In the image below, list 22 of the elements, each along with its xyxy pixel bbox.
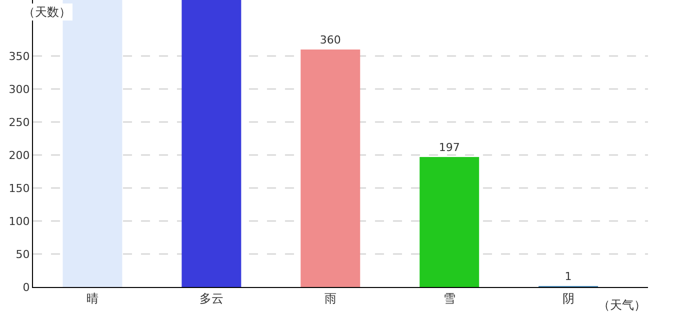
y-axis-title: （天数） xyxy=(23,5,71,19)
data-label: 1 xyxy=(564,270,572,283)
data-label: 360 xyxy=(320,33,341,46)
x-axis-title: （天气） xyxy=(598,298,646,312)
y-tick-label: 100 xyxy=(8,214,30,228)
y-tick-label: 200 xyxy=(8,148,30,162)
x-tick-label: 阴 xyxy=(562,291,574,306)
x-tick-label: 晴 xyxy=(86,291,98,306)
y-tick-label: 150 xyxy=(8,182,30,195)
x-tick-label: 多云 xyxy=(199,291,224,306)
x-tick-label: 雨 xyxy=(324,291,336,306)
bar xyxy=(300,49,360,287)
y-tick-label: 300 xyxy=(8,82,30,96)
y-tick-label: 50 xyxy=(16,248,30,261)
bar xyxy=(420,157,480,287)
bar xyxy=(62,0,122,287)
y-tick-label: 350 xyxy=(8,50,30,63)
bar xyxy=(182,0,242,287)
y-tick-label: 0 xyxy=(22,280,30,294)
y-tick-label: 250 xyxy=(8,116,30,129)
data-label: 197 xyxy=(438,141,460,154)
x-tick-label: 雪 xyxy=(443,291,456,306)
